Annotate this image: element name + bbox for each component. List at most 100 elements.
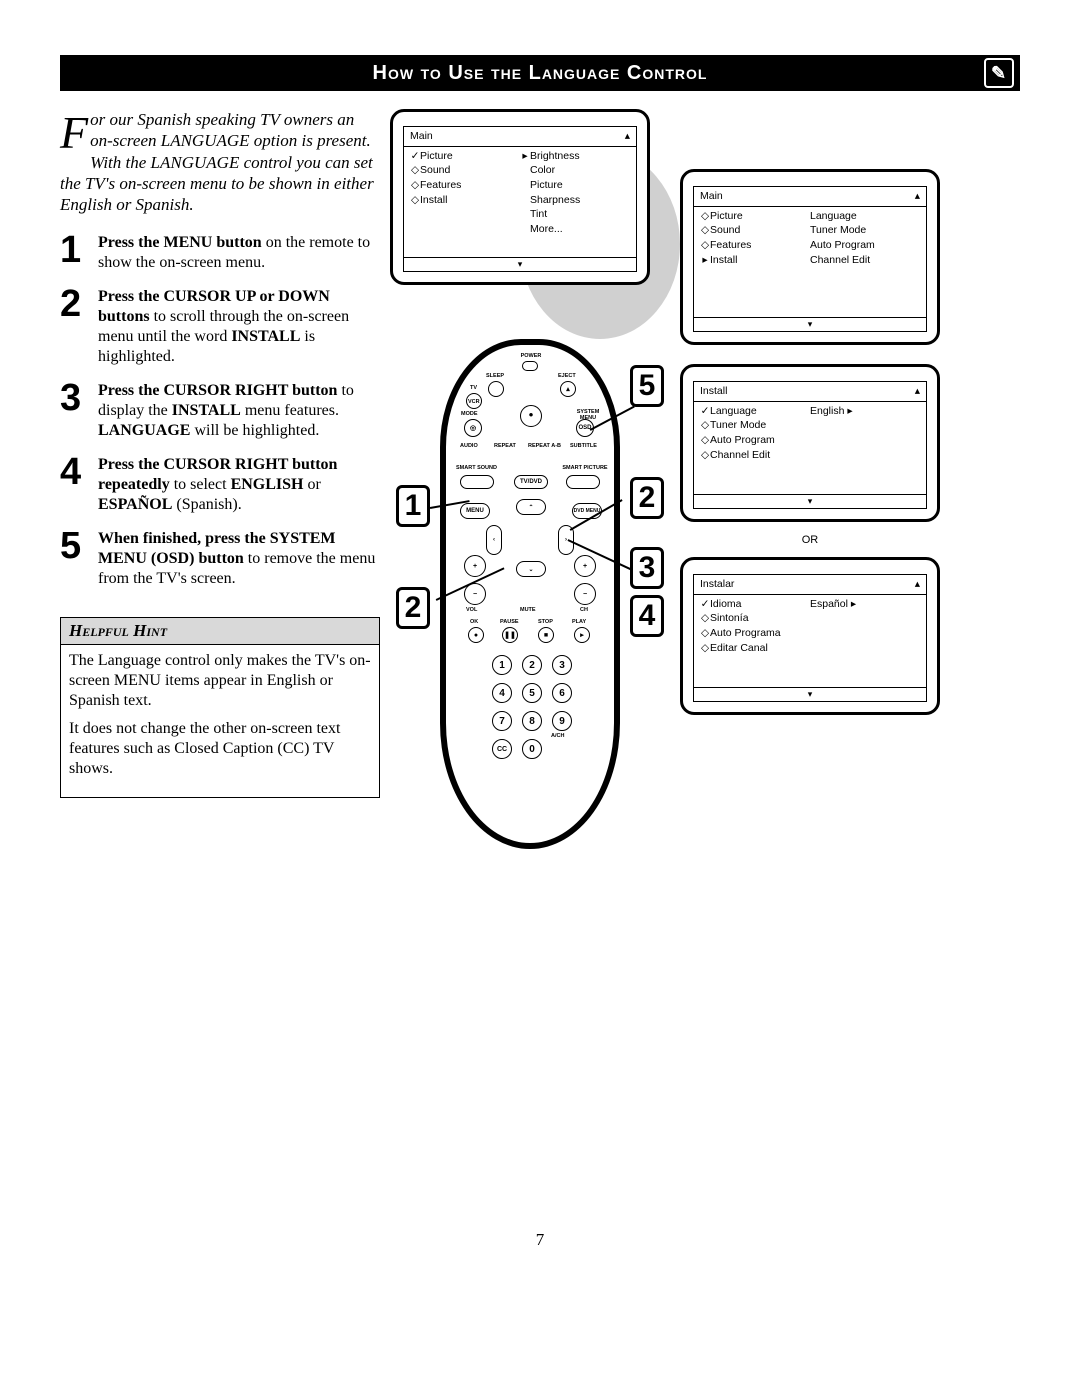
menu-row: ◇Features [410, 178, 520, 193]
title-icon: ✎ [984, 58, 1014, 88]
play-button[interactable]: ▸ [574, 627, 590, 643]
sleep-label: SLEEP [486, 373, 504, 379]
menu-row: ◇Auto Program [700, 433, 810, 448]
repeat-label: REPEAT [494, 443, 516, 449]
ok-label: OK [470, 619, 478, 625]
menu-en-footer: ▾ [694, 494, 926, 508]
mute-label: MUTE [520, 607, 536, 613]
menu-button[interactable]: MENU [460, 503, 490, 519]
mode-button[interactable]: ◎ [464, 419, 482, 437]
smartpic-label: SMART PICTURE [560, 465, 610, 471]
num-6[interactable]: 6 [552, 683, 572, 703]
eject-button[interactable]: ▴ [560, 381, 576, 397]
page-title: How to Use the Language Control [373, 62, 708, 84]
smartpic-button[interactable] [566, 475, 600, 489]
num-5[interactable]: 5 [522, 683, 542, 703]
vol-down[interactable]: − [464, 583, 486, 605]
smartsound-button[interactable] [460, 475, 494, 489]
remote-inner: POWER SLEEP EJECT ▴ TV VCR MODE ◎ ⏺ SYST… [446, 345, 614, 843]
callout-3: 3 [630, 547, 664, 589]
vol-label: VOL [466, 607, 477, 613]
ch-label: CH [580, 607, 588, 613]
vol-up[interactable]: + [464, 555, 486, 577]
num-4[interactable]: 4 [492, 683, 512, 703]
menu-row: Tuner Mode [810, 223, 920, 238]
num-7[interactable]: 7 [492, 711, 512, 731]
num-2[interactable]: 2 [522, 655, 542, 675]
hint-body: The Language control only makes the TV's… [61, 645, 379, 797]
menu-row: ◇Sound [410, 163, 520, 178]
ch-down[interactable]: − [574, 583, 596, 605]
menu-row: Language [810, 209, 920, 224]
menu-row: ◇Sintonía [700, 611, 810, 626]
menu-row: ▸Brightness [520, 149, 630, 164]
dvdmenu-button[interactable]: DVD MENU [572, 503, 602, 519]
power-label: POWER [516, 353, 546, 359]
smartsound-label: SMART SOUND [454, 465, 499, 471]
play-label: PLAY [572, 619, 586, 625]
callout-1: 1 [396, 485, 430, 527]
repeatab-label: REPEAT A-B [528, 443, 561, 449]
num-3[interactable]: 3 [552, 655, 572, 675]
num-0[interactable]: 0 [522, 739, 542, 759]
tv-main-inner: Main▴ ✓Picture◇Sound◇Features◇Install ▸B… [403, 126, 637, 272]
step-3: 3 Press the CURSOR RIGHT button to displ… [60, 381, 380, 441]
or-label: OR [790, 534, 830, 546]
hint-title: Helpful Hint [61, 618, 379, 645]
cursor-down[interactable]: ⌄ [516, 561, 546, 577]
tv-main-menu: Main▴ ✓Picture◇Sound◇Features◇Install ▸B… [390, 109, 650, 285]
ok-button[interactable]: ● [468, 627, 484, 643]
step-num: 3 [60, 381, 88, 441]
ach-label: A/CH [551, 733, 564, 739]
menu-row: ◇Features [700, 238, 810, 253]
num-1[interactable]: 1 [492, 655, 512, 675]
menu-row: ◇Auto Programa [700, 626, 810, 641]
num-8[interactable]: 8 [522, 711, 542, 731]
left-column: F or our Spanish speaking TV owners an o… [60, 109, 380, 869]
page-number: 7 [0, 1230, 1080, 1250]
ch-up[interactable]: + [574, 555, 596, 577]
cursor-left[interactable]: ‹ [486, 525, 502, 555]
menu-en-rows: ✓Language◇Tuner Mode◇Auto Program◇Channe… [694, 402, 926, 494]
cc-button[interactable]: CC [492, 739, 512, 759]
power-button[interactable] [522, 361, 538, 371]
menu-es-footer: ▾ [694, 687, 926, 701]
tv-en-inner: Install▴ ✓Language◇Tuner Mode◇Auto Progr… [693, 381, 927, 509]
menu-row: ✓Picture [410, 149, 520, 164]
menu-en-right: English ▸ [810, 404, 920, 492]
step-text: Press the CURSOR RIGHT button to display… [98, 381, 380, 441]
step-num: 2 [60, 287, 88, 367]
menu-en-header: Install▴ [694, 382, 926, 402]
dropcap: F [60, 109, 90, 152]
step-num: 1 [60, 233, 88, 273]
mode-label: MODE [461, 411, 478, 417]
rec-button[interactable]: ⏺ [520, 405, 542, 427]
tv-main2-inner: Main▴ ◇Picture◇Sound◇Features▸Install La… [693, 186, 927, 332]
tv-install-en: Install▴ ✓Language◇Tuner Mode◇Auto Progr… [680, 364, 940, 522]
menu-es-rows: ✓Idioma◇Sintonía◇Auto Programa◇Editar Ca… [694, 595, 926, 687]
num-9[interactable]: 9 [552, 711, 572, 731]
tvdvd-button[interactable]: TV/DVD [514, 475, 548, 489]
menu-row: ▸Install [700, 253, 810, 268]
stop-button[interactable]: ■ [538, 627, 554, 643]
menu-footer: ▾ [404, 257, 636, 271]
pause-button[interactable]: ❚❚ [502, 627, 518, 643]
step-text: Press the MENU button on the remote to s… [98, 233, 380, 273]
sleep-button[interactable] [488, 381, 504, 397]
hint-box: Helpful Hint The Language control only m… [60, 617, 380, 798]
menu-header: Main▴ [404, 127, 636, 147]
step-2: 2 Press the CURSOR UP or DOWN buttons to… [60, 287, 380, 367]
menu-es-header: Instalar▴ [694, 575, 926, 595]
hint-p2: It does not change the other on-screen t… [69, 719, 371, 779]
tv-main2-menu: Main▴ ◇Picture◇Sound◇Features▸Install La… [680, 169, 940, 345]
menu-right-col: ▸BrightnessColorPictureSharpnessTintMore… [520, 149, 630, 255]
cursor-up[interactable]: ⌃ [516, 499, 546, 515]
step-text: Press the CURSOR RIGHT button repeatedly… [98, 455, 380, 515]
tv-install-es: Instalar▴ ✓Idioma◇Sintonía◇Auto Programa… [680, 557, 940, 715]
right-column: Main▴ ✓Picture◇Sound◇Features◇Install ▸B… [390, 109, 1020, 869]
menu2-left: ◇Picture◇Sound◇Features▸Install [700, 209, 810, 315]
menu-row: More... [520, 222, 630, 237]
remote-control: POWER SLEEP EJECT ▴ TV VCR MODE ◎ ⏺ SYST… [440, 339, 620, 849]
callout-5: 5 [630, 365, 664, 407]
menu-en-left: ✓Language◇Tuner Mode◇Auto Program◇Channe… [700, 404, 810, 492]
